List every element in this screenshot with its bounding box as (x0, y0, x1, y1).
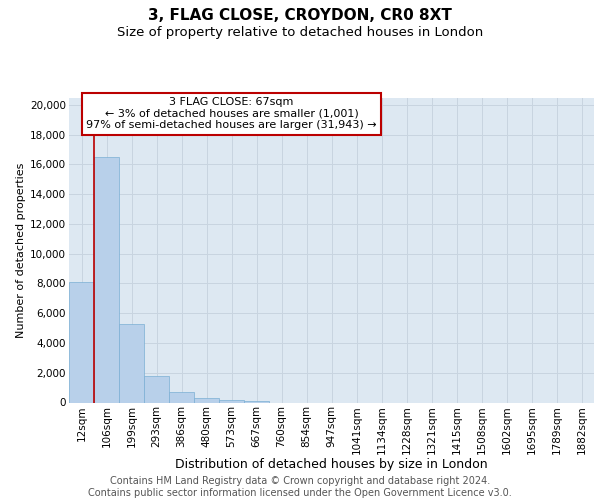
Bar (169, 392, 194, 402)
Y-axis label: Number of detached properties: Number of detached properties (16, 162, 26, 338)
Bar (94, 157, 119, 402)
Bar (194, 398, 219, 402)
Bar (119, 324, 144, 402)
Text: 3, FLAG CLOSE, CROYDON, CR0 8XT: 3, FLAG CLOSE, CROYDON, CR0 8XT (148, 8, 452, 22)
X-axis label: Distribution of detached houses by size in London: Distribution of detached houses by size … (175, 458, 488, 471)
Bar (69, 282, 94, 403)
Text: Contains HM Land Registry data © Crown copyright and database right 2024.
Contai: Contains HM Land Registry data © Crown c… (88, 476, 512, 498)
Bar (144, 376, 169, 402)
Text: Size of property relative to detached houses in London: Size of property relative to detached ho… (117, 26, 483, 39)
Text: 3 FLAG CLOSE: 67sqm
← 3% of detached houses are smaller (1,001)
97% of semi-deta: 3 FLAG CLOSE: 67sqm ← 3% of detached hou… (86, 98, 377, 130)
Bar (244, 400, 269, 402)
Bar (219, 400, 244, 402)
